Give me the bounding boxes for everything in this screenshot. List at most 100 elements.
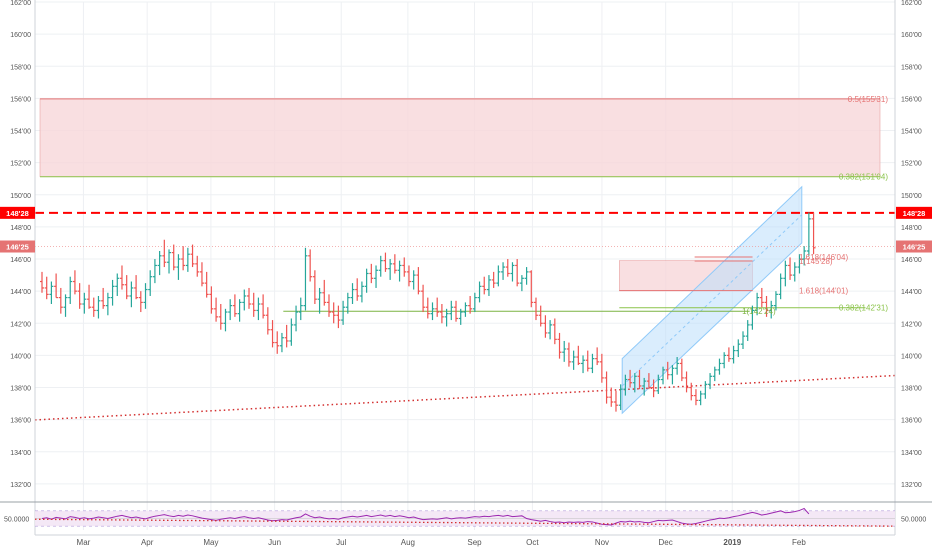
- price-tag-left: 146'25: [6, 243, 29, 252]
- ohlc-bar: [468, 295, 473, 314]
- y-tick-label-right: 162'00: [901, 0, 922, 7]
- channel-band: [621, 185, 803, 415]
- rsi-line: [41, 507, 810, 526]
- ohlc-bar: [134, 275, 139, 300]
- ohlc-bar: [331, 302, 336, 324]
- ohlc-bar: [143, 283, 148, 309]
- ohlc-bar: [58, 287, 63, 314]
- ohlc-bar: [736, 339, 741, 358]
- ohlc-bar: [129, 281, 134, 308]
- fib-1-lower-label: 1(142'24): [742, 307, 776, 316]
- ohlc-bar: [623, 374, 628, 396]
- ohlc-bar: [651, 379, 656, 398]
- x-tick-label: Jul: [336, 538, 346, 547]
- y-tick-label-right: 148'00: [901, 225, 922, 232]
- ohlc-bar: [486, 275, 491, 296]
- x-tick-label: Sep: [467, 538, 482, 547]
- ohlc-bar: [510, 262, 515, 282]
- ohlc-bar: [355, 278, 360, 301]
- ohlc-bar: [336, 305, 341, 329]
- ohlc-bar: [454, 300, 459, 322]
- price-tag-left-bg: [0, 240, 35, 253]
- ohlc-bar: [284, 324, 289, 348]
- ohlc-bar: [406, 265, 411, 287]
- fib-levels: [35, 98, 895, 312]
- ohlc-bar: [261, 294, 266, 319]
- y-tick-label-left: 144'00: [10, 289, 31, 296]
- rsi-level-label-left: 50.0000: [4, 517, 29, 524]
- ohlc-bar: [750, 305, 755, 330]
- ohlc-bar: [115, 273, 120, 296]
- ohlc-bar: [101, 287, 106, 309]
- ohlc-bar: [270, 320, 275, 348]
- ohlc-bar: [251, 292, 256, 317]
- ohlc-bar: [566, 342, 571, 367]
- ohlc-bar: [472, 292, 477, 313]
- ohlc-bar: [87, 284, 92, 309]
- ohlc-bar: [312, 270, 317, 305]
- ohlc-bar: [275, 331, 280, 354]
- ohlc-bar: [595, 347, 600, 366]
- ohlc-bar: [712, 366, 717, 382]
- ohlc-bar: [769, 300, 774, 319]
- ohlc-bar: [726, 347, 731, 362]
- ohlc-bar: [214, 297, 219, 322]
- ohlc-bar: [632, 373, 637, 393]
- ohlc-bar: [717, 358, 722, 375]
- x-tick-label: May: [203, 538, 218, 547]
- zones-layer: [39, 98, 881, 291]
- ohlc-bar: [247, 287, 252, 309]
- y-tick-label-right: 144'00: [901, 289, 922, 296]
- ohlc-bar: [308, 249, 313, 282]
- level-labels: 0.5(155'31) 0.382(151'04) 0.382(142'31) 1(1…: [0, 95, 932, 316]
- ohlc-bar: [731, 345, 736, 364]
- ohlc-bar: [185, 247, 190, 272]
- x-tick-label: Nov: [595, 538, 609, 547]
- ohlc-bar: [604, 371, 609, 404]
- ohlc-bar: [232, 294, 237, 317]
- trendline-layer: [34, 374, 896, 421]
- ohlc-bar: [665, 361, 670, 380]
- ohlc-bar: [49, 281, 54, 305]
- y-tick-label-right: 158'00: [901, 64, 922, 71]
- ohlc-bar: [675, 357, 680, 375]
- x-tick-label: Feb: [792, 538, 806, 547]
- ohlc-bar: [195, 255, 200, 277]
- ohlc-bar: [585, 350, 590, 372]
- y-tick-label-left: 152'00: [10, 161, 31, 168]
- ohlc-bar: [176, 254, 181, 280]
- ohlc-bar: [242, 289, 247, 311]
- y-tick-label-left: 158'00: [10, 64, 31, 71]
- price-tag-left-bg: [0, 206, 35, 219]
- y-tick-label-right: 142'00: [901, 321, 922, 328]
- ohlc-bar: [294, 305, 299, 332]
- ohlc-bar: [204, 271, 209, 298]
- ohlc-bar: [609, 387, 614, 407]
- y-tick-label-left: 160'00: [10, 32, 31, 39]
- ohlc-bar: [209, 286, 214, 314]
- y-tick-label-left: 154'00: [10, 129, 31, 136]
- ohlc-bar: [359, 281, 364, 303]
- ohlc-bar: [439, 304, 444, 324]
- ohlc-bar: [755, 292, 760, 316]
- y-tick-label-left: 148'00: [10, 225, 31, 232]
- ohlc-bar: [642, 377, 647, 396]
- y-tick-label-left: 150'00: [10, 193, 31, 200]
- ohlc-bar: [171, 244, 176, 271]
- ohlc-bar: [223, 308, 228, 332]
- ohlc-bar: [63, 294, 68, 317]
- ohlc-bar: [119, 265, 124, 290]
- ohlc-bar: [416, 267, 421, 295]
- ohlc-bars: [40, 212, 816, 412]
- ohlc-bar: [538, 305, 543, 327]
- ohlc-bar: [237, 299, 242, 322]
- ohlc-bar: [374, 265, 379, 288]
- ohlc-bar: [529, 270, 534, 308]
- x-tick-label: 2019: [723, 538, 741, 547]
- ohlc-bar: [298, 297, 303, 321]
- rsi-level-label-right: 50.0000: [901, 517, 926, 524]
- ohlc-bar: [444, 308, 449, 327]
- ohlc-bar: [477, 281, 482, 303]
- ohlc-bar: [256, 297, 261, 321]
